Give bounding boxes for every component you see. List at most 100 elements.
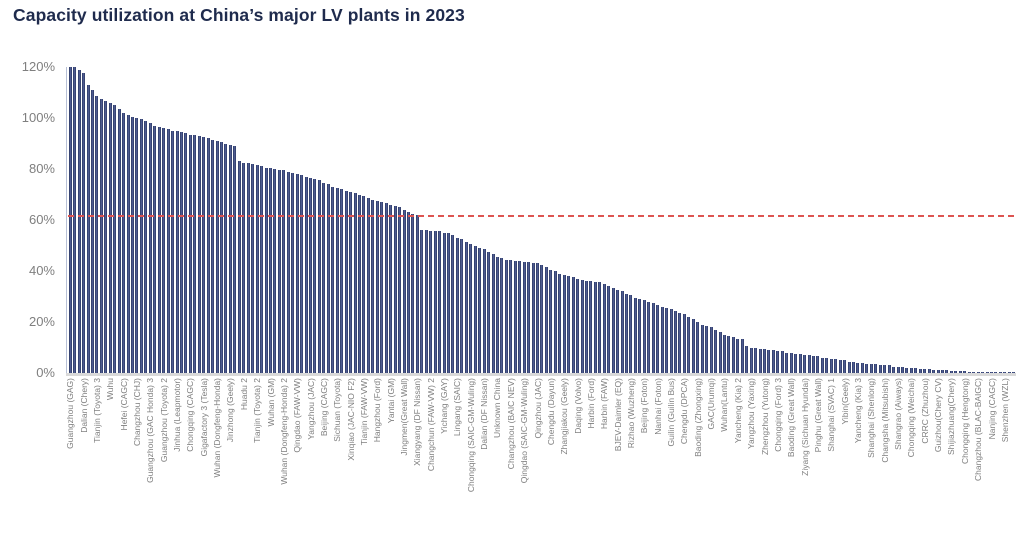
bar bbox=[175, 130, 179, 373]
bar bbox=[963, 371, 967, 373]
bar bbox=[464, 241, 468, 373]
x-axis-label: Wuhan (GM) bbox=[265, 378, 276, 427]
x-axis-label: Harbin (Ford) bbox=[585, 378, 596, 429]
bar bbox=[847, 361, 851, 373]
bar bbox=[139, 119, 143, 373]
bar bbox=[887, 365, 891, 373]
bar bbox=[184, 133, 188, 373]
bar bbox=[122, 112, 126, 373]
bar bbox=[985, 372, 989, 373]
bar bbox=[380, 202, 384, 373]
bar bbox=[932, 370, 936, 373]
bar bbox=[362, 195, 366, 373]
bar bbox=[313, 179, 317, 373]
x-axis-label: Nanjing (CAGC) bbox=[986, 378, 997, 440]
bar bbox=[607, 286, 611, 373]
bar bbox=[242, 162, 246, 373]
bar bbox=[749, 347, 753, 373]
x-axis-label: Zhengzhou (Yutong) bbox=[759, 378, 770, 456]
bar bbox=[224, 143, 228, 373]
y-axis-tick-label: 0% bbox=[36, 365, 55, 380]
bar bbox=[531, 263, 535, 373]
bar bbox=[852, 361, 856, 373]
x-axis-label: Qingdao (FAW-VW) bbox=[292, 378, 303, 453]
reference-line bbox=[68, 214, 1016, 217]
bar bbox=[162, 128, 166, 373]
bar bbox=[544, 267, 548, 373]
y-axis-tick-label: 100% bbox=[21, 110, 55, 125]
bar bbox=[438, 231, 442, 373]
bar bbox=[179, 132, 183, 373]
bar bbox=[273, 169, 277, 373]
bar bbox=[896, 366, 900, 373]
bar bbox=[763, 348, 766, 373]
bar bbox=[309, 177, 313, 373]
bar bbox=[371, 199, 375, 373]
bar bbox=[82, 73, 86, 373]
bar bbox=[602, 283, 606, 373]
bar bbox=[571, 277, 575, 373]
bar bbox=[95, 96, 99, 373]
bar bbox=[678, 313, 682, 373]
bar bbox=[994, 372, 998, 373]
bar bbox=[113, 105, 117, 373]
bar bbox=[758, 348, 762, 373]
bar bbox=[936, 370, 940, 373]
bar bbox=[188, 134, 192, 373]
x-axis-baseline bbox=[66, 373, 1016, 376]
bar bbox=[687, 316, 691, 373]
x-axis-label: Huadu 2 bbox=[238, 378, 249, 411]
x-axis-label: Guangzhou (GAC Honda) 3 bbox=[145, 378, 156, 483]
bar bbox=[429, 231, 433, 373]
x-axis-label: Changchun (FAW-VW) 2 bbox=[425, 378, 436, 472]
bar bbox=[869, 364, 873, 373]
bar bbox=[358, 194, 361, 373]
x-axis-label: Tianjin (Toyota) 3 bbox=[91, 378, 102, 443]
bar bbox=[420, 230, 424, 373]
x-axis-label: GAC(Urumqi) bbox=[706, 378, 717, 430]
bar bbox=[424, 230, 428, 373]
y-axis-tick-label: 80% bbox=[28, 161, 55, 176]
bar bbox=[353, 193, 357, 373]
bar bbox=[669, 309, 673, 373]
bar bbox=[86, 84, 90, 373]
bar bbox=[638, 299, 642, 373]
bar bbox=[304, 176, 308, 373]
bar bbox=[117, 109, 121, 373]
bar bbox=[402, 209, 406, 373]
bar bbox=[705, 325, 709, 373]
x-axis-label: Daqing (Volvo) bbox=[572, 378, 583, 434]
bar bbox=[958, 371, 962, 373]
bar bbox=[865, 364, 869, 373]
bar bbox=[923, 369, 927, 373]
bar bbox=[972, 371, 976, 373]
x-axis-label: Tianjin (Toyota) 2 bbox=[252, 378, 263, 443]
bar bbox=[317, 180, 321, 373]
bar bbox=[883, 365, 887, 373]
bar bbox=[197, 135, 201, 373]
bar bbox=[998, 372, 1002, 373]
bar bbox=[202, 137, 206, 373]
bar bbox=[976, 371, 980, 373]
bar bbox=[941, 370, 945, 373]
x-axis-label: Pinghu (Great Wall) bbox=[812, 378, 823, 453]
bar bbox=[838, 360, 842, 373]
bar bbox=[807, 355, 811, 373]
x-axis-label: Hefei (CAGC) bbox=[118, 378, 129, 431]
y-axis-tick-label: 60% bbox=[28, 212, 55, 227]
x-axis-label: Guangzhou (GAG) bbox=[65, 378, 76, 449]
bar bbox=[945, 370, 949, 373]
bar bbox=[811, 356, 815, 373]
x-axis-label: Changzhou (BLAC-BAIGC) bbox=[973, 378, 984, 481]
bar bbox=[665, 307, 669, 373]
x-axis-label: Harbin (FAW) bbox=[599, 378, 610, 430]
bar bbox=[909, 367, 913, 373]
bar bbox=[642, 300, 646, 373]
bar bbox=[411, 213, 415, 373]
bar bbox=[509, 259, 513, 373]
x-axis-label: Yichang (GAY) bbox=[439, 378, 450, 434]
bar bbox=[754, 347, 758, 373]
x-axis-label: Chongqing (Ford) 3 bbox=[772, 378, 783, 452]
bar bbox=[384, 203, 388, 373]
x-axis-label: Shangrao (Aiways) bbox=[893, 378, 904, 450]
